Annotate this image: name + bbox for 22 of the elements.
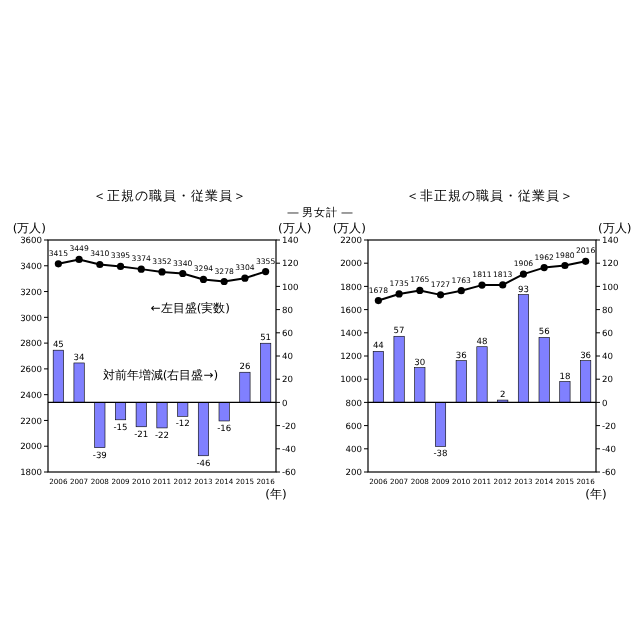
point <box>561 261 569 270</box>
point <box>519 270 528 278</box>
point <box>75 255 83 264</box>
point <box>540 264 548 272</box>
point <box>499 281 507 289</box>
point <box>478 281 486 289</box>
point <box>241 274 249 282</box>
point <box>416 286 424 295</box>
point <box>220 277 228 286</box>
point <box>179 269 187 278</box>
point <box>137 265 145 273</box>
point <box>199 275 208 284</box>
point <box>374 296 382 305</box>
point <box>54 260 62 268</box>
point <box>262 267 270 276</box>
point <box>395 290 403 298</box>
point <box>116 262 125 271</box>
point <box>96 260 104 269</box>
point <box>158 268 166 276</box>
point <box>457 287 465 295</box>
point <box>436 291 445 299</box>
point <box>582 257 590 265</box>
